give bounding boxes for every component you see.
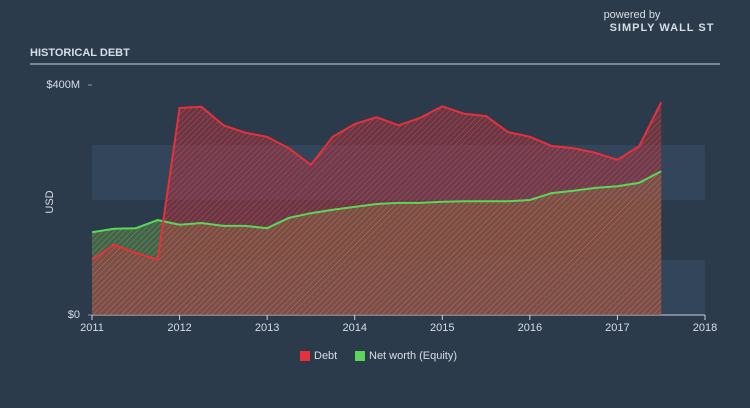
legend-swatch bbox=[355, 351, 365, 361]
area bbox=[92, 102, 662, 315]
x-tick-label: 2017 bbox=[605, 322, 629, 334]
x-tick-label: 2018 bbox=[693, 322, 717, 334]
x-tick-label: 2013 bbox=[255, 322, 279, 334]
x-tick-label: 2016 bbox=[518, 322, 542, 334]
x-tick-label: 2014 bbox=[342, 322, 366, 334]
line bbox=[91, 170, 662, 234]
y-tick-label: $400M bbox=[46, 79, 80, 91]
logo-tagline: powered by bbox=[604, 9, 661, 21]
line bbox=[91, 101, 663, 262]
logo-name: SIMPLY WALL ST bbox=[610, 22, 715, 34]
legend-label: Net worth (Equity) bbox=[369, 350, 457, 362]
legend-swatch bbox=[300, 351, 310, 361]
chart-title: HISTORICAL DEBT bbox=[30, 47, 130, 59]
legend-label: Debt bbox=[314, 350, 337, 362]
x-tick-label: 2011 bbox=[80, 322, 104, 334]
x-tick-label: 2012 bbox=[167, 322, 191, 334]
x-tick-label: 2015 bbox=[430, 322, 454, 334]
y-axis-label: USD bbox=[44, 190, 56, 213]
plot: $0 $400M 2011 2012 2013 2014 2015 2016 2017 2018 D… bbox=[46, 79, 717, 362]
y-tick-label: $0 bbox=[68, 309, 80, 321]
